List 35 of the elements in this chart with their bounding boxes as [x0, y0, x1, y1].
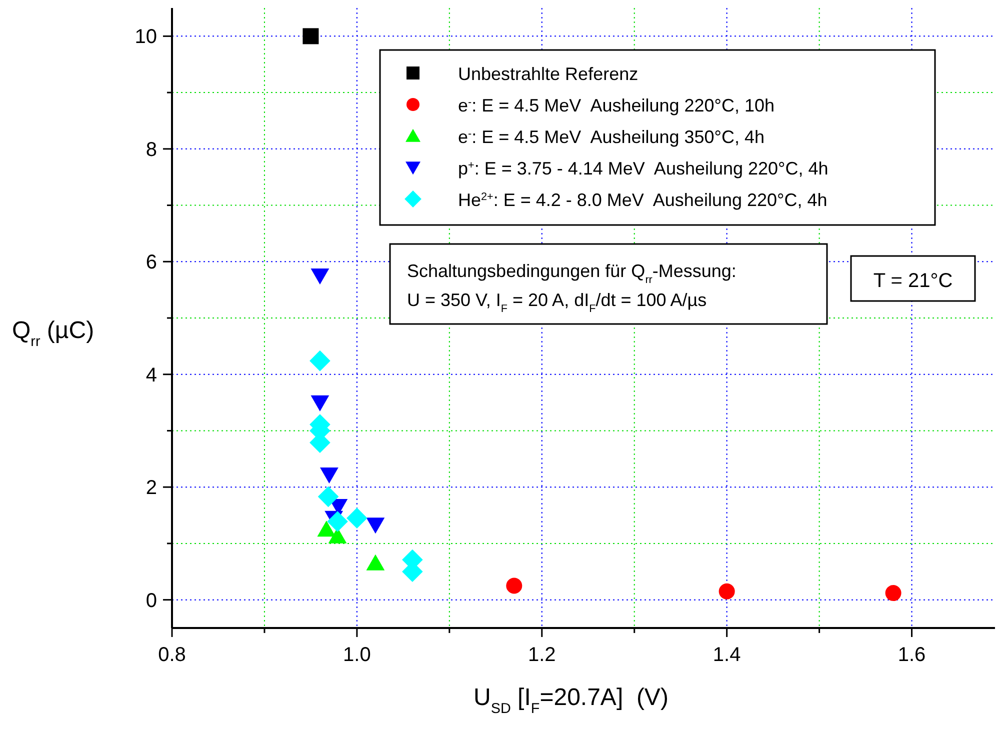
y-tick-label: 10 — [134, 26, 157, 48]
temperature-box: T = 21°C — [850, 255, 976, 302]
y-tick-label: 0 — [146, 590, 157, 612]
x-tick-label: 1.4 — [712, 644, 741, 666]
annotation: T = 21°C — [873, 270, 953, 292]
conditions-box: Schaltungsbedingungen für Q$_{rr}$-Messung: U = 350 V, I$_{F}$ = 20 A, dI$_{F}$/dt = 100 A/µs — [389, 243, 828, 325]
y-tick-label: 4 — [146, 364, 157, 386]
point — [885, 585, 902, 602]
y-axis-title: Q$_{rr}$ (µC) — [12, 317, 94, 350]
legend-label: He$^{2+}$: E = 4.2 - 8.0 MeV Ausheilung 220°C, 4h — [458, 190, 828, 210]
x-tick-label: 1.6 — [898, 644, 926, 666]
x-tick-label: 1.0 — [343, 644, 371, 666]
point — [310, 268, 330, 285]
legend-label: e$^{-}$: E = 4.5 MeV Ausheilung 220°C, 10h — [458, 96, 775, 116]
legend-label: p$^{+}$: E = 3.75 - 4.14 MeV Ausheilung 220°C, 4h — [458, 158, 828, 178]
legend-label: e$^{-}$: E = 4.5 MeV Ausheilung 350°C, 4h — [458, 127, 765, 147]
point — [317, 520, 336, 537]
point — [718, 583, 735, 600]
point — [327, 511, 348, 532]
x-tick-label: 0.8 — [158, 644, 186, 666]
point — [320, 467, 338, 484]
point — [302, 28, 319, 44]
point — [366, 518, 385, 534]
y-tick-label: 6 — [146, 252, 157, 274]
y-tick-label: 2 — [146, 477, 157, 500]
x-axis-title: U$_{SD}$ [I$_{F}$=20.7A] (V) — [474, 684, 668, 717]
y-tick-label: 8 — [146, 138, 157, 161]
point — [318, 486, 339, 508]
legend-label: Unbestrahlte Referenz — [458, 64, 638, 84]
point — [366, 554, 385, 570]
point — [310, 350, 330, 372]
point — [310, 395, 330, 412]
point — [506, 578, 522, 594]
x-tick-label: 1.2 — [528, 644, 556, 666]
point — [346, 508, 368, 528]
